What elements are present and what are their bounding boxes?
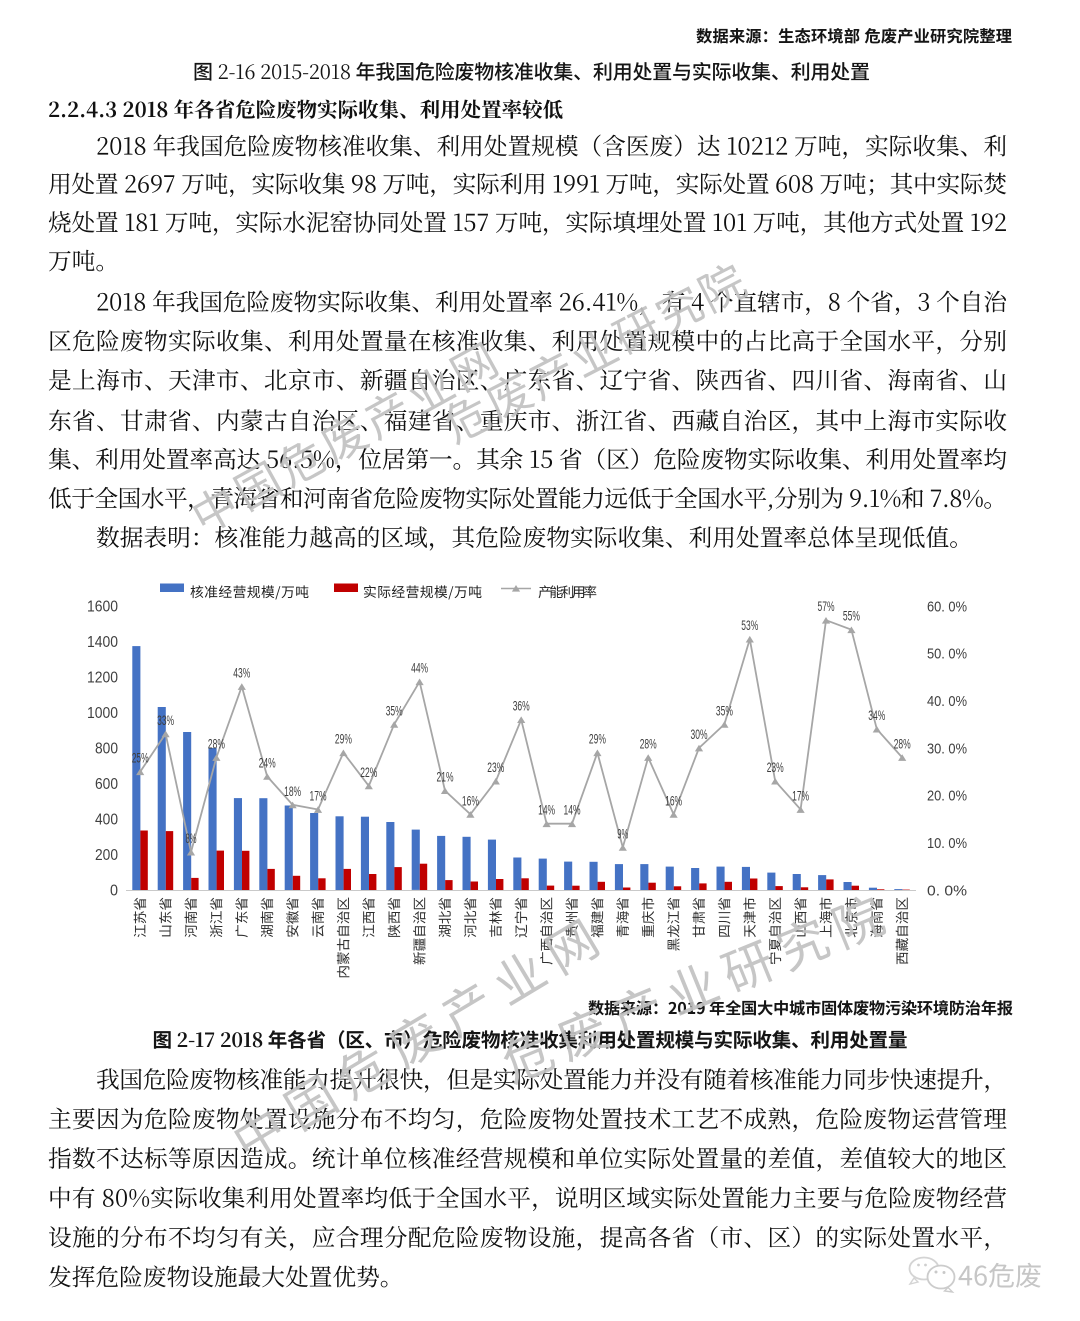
svg-text:57%: 57% <box>818 598 835 614</box>
svg-text:25%: 25% <box>132 750 149 766</box>
svg-text:9%: 9% <box>617 825 628 841</box>
svg-text:14%: 14% <box>538 802 555 818</box>
svg-text:1600: 1600 <box>87 598 118 615</box>
svg-text:16%: 16% <box>462 792 479 808</box>
svg-text:21%: 21% <box>437 769 454 785</box>
svg-text:23%: 23% <box>487 759 504 775</box>
svg-text:43%: 43% <box>233 665 250 681</box>
svg-text:10. 0%: 10. 0% <box>927 835 967 852</box>
svg-text:16%: 16% <box>665 792 682 808</box>
svg-text:400: 400 <box>95 811 118 828</box>
svg-text:35%: 35% <box>716 702 733 718</box>
svg-text:1000: 1000 <box>87 705 118 722</box>
svg-text:33%: 33% <box>157 712 174 728</box>
svg-text:30%: 30% <box>691 726 708 742</box>
svg-text:28%: 28% <box>640 736 657 752</box>
svg-text:28%: 28% <box>894 736 911 752</box>
svg-text:40. 0%: 40. 0% <box>927 693 967 710</box>
svg-text:34%: 34% <box>868 707 885 723</box>
svg-text:14%: 14% <box>564 802 581 818</box>
svg-text:28%: 28% <box>208 736 225 752</box>
svg-text:0: 0 <box>110 882 118 899</box>
svg-text:29%: 29% <box>589 731 606 747</box>
svg-text:23%: 23% <box>767 759 784 775</box>
svg-text:50. 0%: 50. 0% <box>927 646 967 663</box>
svg-text:17%: 17% <box>792 788 809 804</box>
svg-text:17%: 17% <box>310 788 327 804</box>
svg-text:200: 200 <box>95 847 118 864</box>
svg-text:800: 800 <box>95 740 118 757</box>
svg-text:20. 0%: 20. 0% <box>927 788 967 805</box>
svg-text:24%: 24% <box>259 754 276 770</box>
svg-text:18%: 18% <box>284 783 301 799</box>
svg-text:0. 0%: 0. 0% <box>927 882 967 899</box>
svg-text:600: 600 <box>95 776 118 793</box>
svg-text:55%: 55% <box>843 608 860 624</box>
svg-text:1400: 1400 <box>87 634 118 651</box>
svg-text:60. 0%: 60. 0% <box>927 598 967 615</box>
svg-text:53%: 53% <box>741 617 758 633</box>
svg-text:35%: 35% <box>386 702 403 718</box>
svg-text:8%: 8% <box>186 830 197 846</box>
svg-text:29%: 29% <box>335 731 352 747</box>
svg-text:30. 0%: 30. 0% <box>927 740 967 757</box>
svg-text:1200: 1200 <box>87 669 118 686</box>
svg-text:44%: 44% <box>411 660 428 676</box>
svg-text:22%: 22% <box>360 764 377 780</box>
svg-text:36%: 36% <box>513 698 530 714</box>
